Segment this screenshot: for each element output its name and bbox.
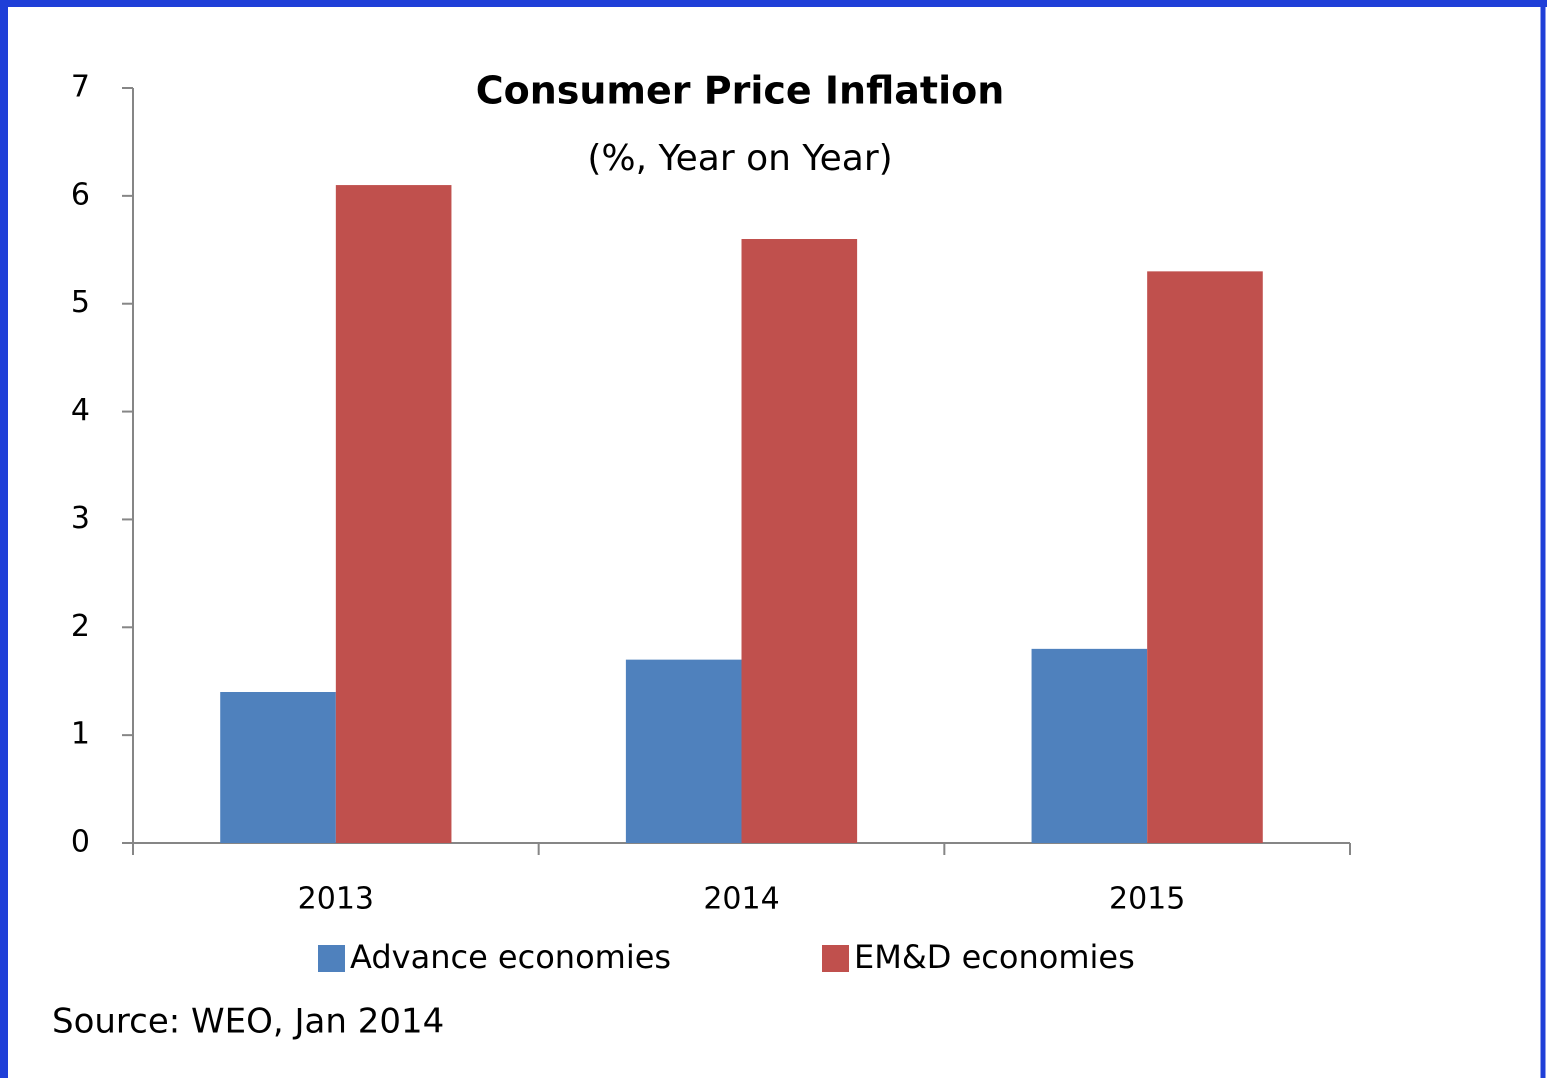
x-tick-label: 2014 xyxy=(703,882,779,917)
y-tick-label: 2 xyxy=(71,609,90,644)
legend-label: Advance economies xyxy=(350,938,671,976)
legend-label: EM&D economies xyxy=(854,938,1135,976)
y-tick-label: 1 xyxy=(71,717,90,752)
legend-swatch xyxy=(318,945,345,972)
y-tick-label: 7 xyxy=(71,70,90,105)
source-note: Source: WEO, Jan 2014 xyxy=(52,1002,444,1042)
bar xyxy=(625,659,742,843)
chart-title: Consumer Price Inflation xyxy=(476,69,1005,113)
bar xyxy=(1147,271,1263,843)
x-tick-label: 2015 xyxy=(1109,882,1185,917)
bar xyxy=(741,239,858,843)
y-tick-label: 0 xyxy=(71,825,90,860)
chart-subtitle: (%, Year on Year) xyxy=(587,138,892,179)
legend-swatch xyxy=(822,945,849,972)
y-tick-label: 6 xyxy=(71,177,90,212)
y-tick-label: 3 xyxy=(71,501,90,536)
bar xyxy=(220,692,336,843)
bar xyxy=(335,185,452,844)
x-tick-label: 2013 xyxy=(298,882,374,917)
y-tick-label: 5 xyxy=(71,285,90,320)
bar xyxy=(1031,648,1148,843)
y-tick-label: 4 xyxy=(71,393,90,428)
